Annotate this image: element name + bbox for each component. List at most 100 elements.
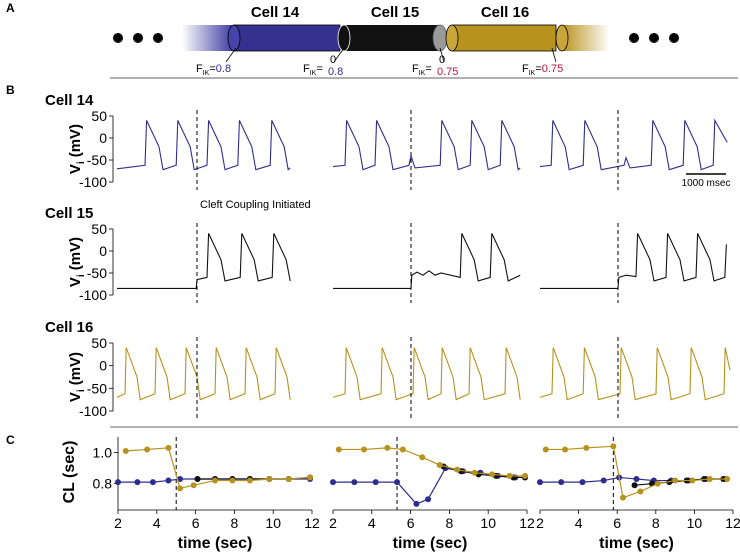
cl-marker [619, 494, 626, 501]
cl-marker [489, 471, 496, 478]
cl-marker [413, 500, 420, 507]
x-tick-label: 6 [192, 515, 200, 531]
y-tick-label: -100 [79, 174, 107, 190]
cl-marker [165, 477, 172, 484]
cl-marker [471, 469, 478, 476]
cylinder [562, 25, 610, 51]
voltage-trace [332, 347, 521, 401]
cl-marker [600, 477, 607, 484]
cylinder [233, 24, 341, 52]
cl-marker [610, 443, 617, 450]
dot [649, 33, 659, 43]
y-label-subscript: i [76, 274, 87, 277]
fik-equals: = [316, 63, 322, 75]
y-tick-label: 50 [91, 221, 107, 237]
cylinder [344, 25, 440, 51]
cl-marker [212, 477, 218, 484]
x-tick-label: 4 [575, 515, 583, 531]
fik-label: FIK= [412, 63, 432, 77]
leader [333, 47, 345, 63]
fik-upper: 0 [439, 54, 445, 66]
scale-bar-label: 1000 msec [682, 178, 731, 189]
leader [439, 47, 445, 63]
cl-marker [335, 446, 342, 453]
fik-equals: = [425, 63, 431, 75]
leader [551, 47, 557, 63]
x-tick-label: 6 [407, 515, 415, 531]
cl-marker [537, 479, 543, 486]
cl-marker [229, 477, 236, 484]
cl-marker [194, 476, 201, 482]
cl-marker [394, 479, 401, 486]
fik-value: 0.75 [542, 63, 563, 75]
x-axis-label: time (sec) [599, 535, 674, 552]
fik-value: 0.75 [437, 66, 458, 78]
fik-label: FIK= [303, 63, 323, 77]
cl-marker [266, 476, 273, 482]
x-tick-label: 12 [519, 515, 535, 531]
fik-subscript: IK [310, 70, 317, 77]
cl-marker [177, 476, 184, 482]
dot [153, 33, 163, 43]
y-axis-label: Vi (mV) [67, 352, 87, 402]
cl-marker [633, 476, 640, 482]
y-tick-label: 0 [99, 243, 107, 259]
cylinder-end [432, 24, 448, 52]
x-tick-label: 8 [652, 515, 660, 531]
cell-title: Cell 14 [251, 4, 300, 21]
fik-equals: = [209, 63, 215, 75]
cell-title: Cell 16 [481, 4, 529, 21]
x-tick-label: 10 [687, 515, 703, 531]
row-title: Cell 16 [45, 319, 93, 336]
x-tick-label: 6 [613, 515, 621, 531]
cl-marker [165, 444, 172, 451]
y-tick-label: 50 [91, 108, 107, 124]
cl-marker [419, 454, 426, 461]
cl-marker [190, 482, 197, 489]
cylinder [182, 25, 234, 51]
voltage-trace [332, 120, 521, 171]
y-tick-label: -50 [87, 152, 107, 168]
voltage-trace [116, 120, 291, 171]
x-axis-label: time (sec) [393, 535, 468, 552]
fik-upper: 0 [330, 54, 336, 66]
x-tick-label: 2 [114, 515, 122, 531]
y-label-unit: (mV) [67, 237, 84, 270]
cl-marker [361, 446, 368, 453]
x-axis-label: time (sec) [178, 535, 253, 552]
x-tick-label: 8 [446, 515, 454, 531]
cl-marker [558, 479, 565, 486]
cell-title: Cell 15 [371, 4, 419, 21]
cl-marker [425, 496, 432, 503]
cl-marker [579, 479, 586, 486]
cl-marker [372, 479, 379, 486]
cl-marker [689, 477, 696, 484]
annotation: Cleft Coupling Initiated [200, 199, 311, 211]
cl-marker [351, 479, 358, 486]
fik-value: 0.8 [216, 63, 231, 75]
x-tick-label: 4 [153, 515, 161, 531]
y-tick-label: 50 [91, 335, 107, 351]
x-tick-label: 12 [304, 515, 320, 531]
y-axis-label: CL (sec) [61, 441, 78, 504]
y-tick-label: 0.8 [93, 476, 113, 492]
fik-label: FIK=0.8 [196, 63, 231, 77]
cl-marker [542, 446, 549, 453]
y-label-symbol: V [67, 392, 84, 402]
x-tick-label: 8 [231, 515, 239, 531]
fik-subscript: IK [529, 70, 536, 77]
y-label-subscript: i [76, 389, 87, 392]
y-tick-label: -100 [79, 403, 107, 419]
cl-marker [399, 446, 406, 453]
x-tick-label: 10 [480, 515, 496, 531]
row-title: Cell 15 [45, 205, 93, 222]
x-tick-label: 10 [265, 515, 281, 531]
cylinder [451, 24, 557, 52]
cylinder-end [445, 24, 459, 52]
x-tick-label: 2 [329, 515, 337, 531]
cl-marker [562, 446, 569, 453]
x-tick-label: 12 [725, 515, 740, 531]
y-tick-label: -100 [79, 287, 107, 303]
